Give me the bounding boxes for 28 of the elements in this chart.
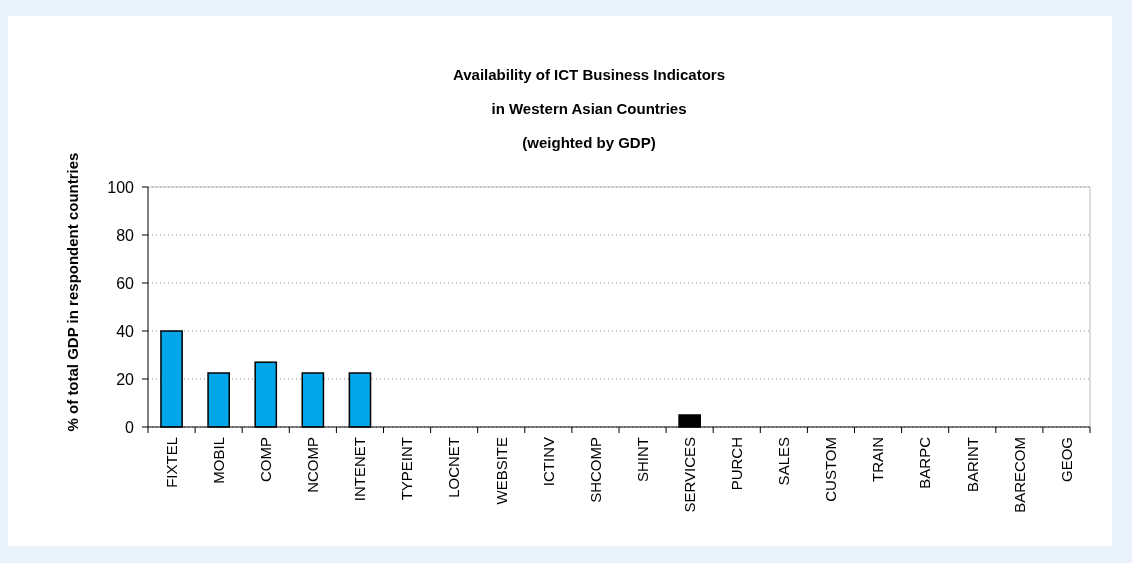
x-tick-label: TRAIN <box>869 437 887 482</box>
x-tick-label: TYPEINT <box>398 437 416 501</box>
x-tick-label: SERVICES <box>680 437 698 513</box>
y-tick-label: 100 <box>107 178 135 196</box>
chart-title: Availability of ICT Business Indicators in Western Asian Countries (weighted by GDP) <box>452 66 726 151</box>
y-tick-label: 40 <box>116 322 135 340</box>
x-tick-label: ICTINV <box>539 437 557 487</box>
x-tick-label: SHCOMP <box>586 437 604 503</box>
y-tick-label: 0 <box>125 418 135 436</box>
x-tick-label: LOCNET <box>445 437 463 498</box>
x-tick-label: BARECOM <box>1010 437 1028 513</box>
x-tick-label: MOBIL <box>209 437 227 484</box>
x-tick-label: PURCH <box>728 437 745 491</box>
x-tick-label: SHINT <box>633 437 651 482</box>
x-tick-label: BARINT <box>963 437 981 493</box>
x-tick-label: FIXTEL <box>162 437 180 488</box>
y-tick-label: 60 <box>116 274 135 292</box>
x-tick-label: BARPC <box>916 436 934 489</box>
y-tick-label: 80 <box>116 226 135 244</box>
x-tick-label: COMP <box>257 437 274 482</box>
x-tick-label: SALES <box>775 437 793 486</box>
y-axis-title: % of total GDP in respondent countries <box>64 152 81 432</box>
x-tick-label: GEOG <box>1057 437 1075 483</box>
x-tick-label: CUSTOM <box>822 437 840 502</box>
x-tick-label: WEBSITE <box>492 437 510 505</box>
x-tick-label: INTENET <box>351 437 369 502</box>
y-tick-label: 20 <box>116 370 135 388</box>
x-tick-label: NCOMP <box>304 437 322 493</box>
